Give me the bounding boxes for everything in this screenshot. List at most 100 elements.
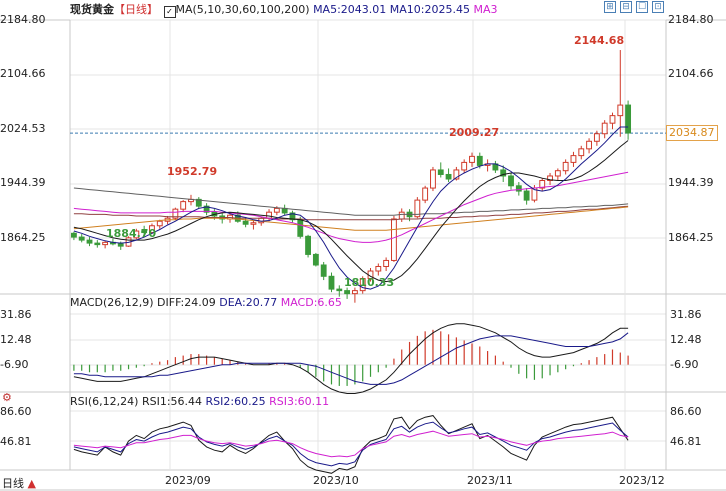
- macd-panel: [73, 323, 629, 394]
- candle-body: [453, 169, 460, 180]
- rsi1-value: RSI1:56.44: [141, 395, 203, 408]
- date-tick: 2023/10: [313, 474, 359, 487]
- ma-params: MA(5,10,30,60,100,200): [175, 3, 310, 16]
- candle-body: [344, 290, 351, 295]
- price-tick-left: 2104.66: [0, 67, 46, 80]
- candle-body: [149, 225, 155, 234]
- candle-body: [117, 243, 124, 247]
- date-tick: 2023/12: [619, 474, 665, 487]
- candle-body: [523, 190, 530, 201]
- candle-body: [601, 122, 608, 135]
- period-label[interactable]: 【日线】: [114, 3, 158, 16]
- ma3-value: MA3: [473, 3, 498, 16]
- candle-body: [133, 230, 140, 239]
- candle-body: [570, 155, 577, 163]
- price-tick: 2104.66: [668, 67, 714, 80]
- macd-params: MACD(26,12,9): [70, 296, 154, 309]
- candle-body: [195, 198, 202, 207]
- price-tick-left: 1864.25: [0, 231, 46, 244]
- price-tick: 1944.39: [668, 176, 714, 189]
- candle-body: [156, 220, 163, 227]
- candle-body: [508, 175, 514, 187]
- rsi2-line: [73, 421, 629, 467]
- macd-diff-line: [73, 323, 629, 394]
- ma-toggle-icon[interactable]: ✓: [163, 6, 176, 18]
- rsi-tick: 86.60: [670, 405, 702, 418]
- candle-body: [593, 133, 600, 142]
- candle-body: [461, 161, 468, 171]
- candle-body: [391, 218, 397, 261]
- candle-body: [398, 211, 405, 220]
- last-price-badge: 2034.87: [666, 125, 718, 141]
- expand-icon[interactable]: ⊞: [604, 1, 616, 13]
- candle-body: [430, 169, 436, 189]
- rsi-tick-left: 46.81: [0, 435, 32, 448]
- macd-dea-value: DEA:20.77: [219, 296, 278, 309]
- candles: [70, 50, 632, 303]
- main-legend: 现货黄金【日线】 ✓ MA(5,10,30,60,100,200) MA5:204…: [70, 3, 498, 18]
- price-tick-left: 2024.53: [0, 122, 46, 135]
- chevron-down-icon: ▲: [27, 477, 36, 490]
- candle-body: [351, 290, 358, 295]
- grid-lines: [0, 19, 726, 491]
- ma5-value: MA5:2043.01: [313, 3, 387, 16]
- candle-body: [375, 265, 382, 272]
- candle-body: [500, 169, 507, 177]
- rsi3-value: RSI3:60.11: [269, 395, 330, 408]
- period-selector-label: 日线: [2, 477, 24, 490]
- rsi-tick: 46.81: [670, 435, 702, 448]
- ma-long2-line: [73, 205, 629, 221]
- price-tick: 1864.25: [668, 231, 714, 244]
- ma3-line: [73, 171, 629, 243]
- price-tick-left: 1944.39: [0, 176, 46, 189]
- candle-body: [617, 104, 624, 117]
- low-annotation: 1810.33: [344, 276, 395, 289]
- candle-body: [172, 208, 179, 219]
- macd-tick-left: 31.86: [0, 308, 32, 321]
- rsi3-line: [73, 430, 629, 458]
- candle-body: [445, 173, 452, 180]
- candle-body: [469, 155, 475, 163]
- period-selector-button[interactable]: 日线 ▲: [2, 475, 36, 491]
- candle-body: [203, 205, 210, 213]
- date-tick: 2023/09: [165, 474, 211, 487]
- ma-lines: [73, 126, 629, 290]
- indicator-settings-icon[interactable]: ⚙: [2, 391, 12, 404]
- macd-legend: MACD(26,12,9) DIFF:24.09 DEA:20.77 MACD:…: [70, 296, 342, 310]
- macd-tick-left: 12.48: [0, 333, 32, 346]
- candle-body: [250, 222, 257, 225]
- macd-tick: -6.90: [670, 358, 699, 371]
- candle-body: [562, 161, 569, 172]
- candle-body: [609, 115, 616, 124]
- candle-body: [78, 236, 85, 241]
- rsi-legend: RSI(6,12,24) RSI1:56.44 RSI2:60.25 RSI3:…: [70, 395, 329, 409]
- high-annotation: 2144.68: [574, 34, 625, 47]
- candle-body: [437, 169, 444, 175]
- candle-body: [312, 253, 319, 266]
- candle-body: [359, 278, 366, 292]
- local-high-annotation: 2009.27: [449, 126, 500, 139]
- candle-body: [515, 185, 522, 192]
- compress-icon[interactable]: ⊟: [620, 1, 632, 13]
- window-icon[interactable]: ☐: [636, 1, 648, 13]
- candle-body: [273, 207, 280, 213]
- ma-long3-line: [73, 187, 629, 216]
- candle-body: [281, 207, 288, 214]
- candle-body: [547, 175, 553, 182]
- candle-body: [383, 259, 390, 267]
- candle-body: [336, 288, 343, 292]
- candle-body: [297, 219, 304, 237]
- macd-value: MACD:6.65: [280, 296, 342, 309]
- candle-body: [539, 180, 546, 189]
- macd-tick: 31.86: [670, 308, 702, 321]
- candle-body: [266, 211, 272, 219]
- rsi-params: RSI(6,12,24): [70, 395, 139, 408]
- candle-body: [305, 235, 311, 255]
- date-tick: 2023/11: [467, 474, 513, 487]
- candle-body: [94, 242, 101, 246]
- candle-body: [289, 212, 296, 221]
- ma-long1-line: [73, 206, 629, 231]
- candle-body: [86, 239, 93, 244]
- settings-icon[interactable]: ⊡: [652, 1, 664, 13]
